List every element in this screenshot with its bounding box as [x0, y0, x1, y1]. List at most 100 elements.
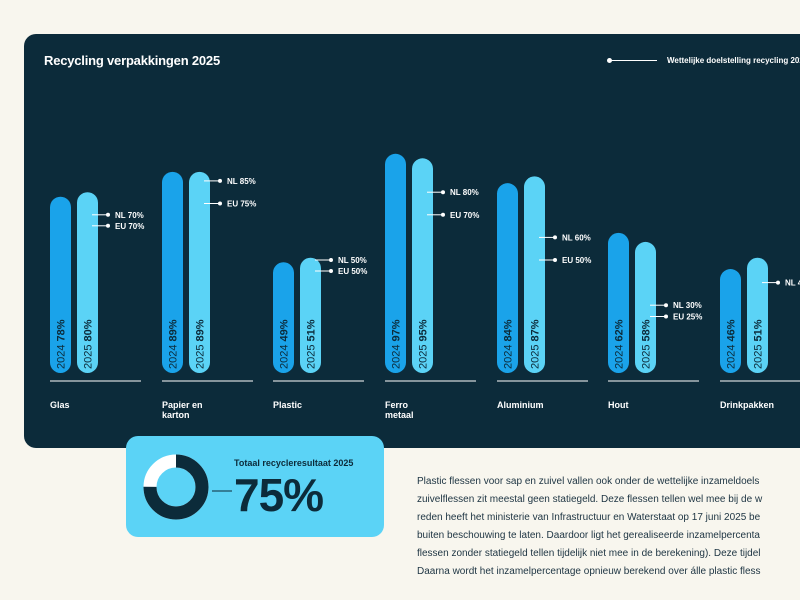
category-label-line: Glas	[50, 400, 70, 410]
bar-2025-5	[635, 241, 656, 373]
bar-2024-0	[50, 196, 71, 373]
bar-group-3: 2024 97% 2025 95% NL 80% EU 70% Ferro metaal	[385, 153, 479, 420]
total-label: Totaal recycleresultaat 2025	[234, 458, 354, 468]
bar-year-label: 2025	[306, 341, 318, 369]
body-text-line: Plastic flessen voor sap en zuivel valle…	[417, 476, 760, 487]
target-dot-nl-3	[441, 190, 445, 195]
bar-year-label: 2025	[195, 341, 207, 369]
bar-group-1: 2024 89%2025 89%NL 85%EU 75%Papier en kar…	[162, 171, 256, 420]
bar-chart: 2024 78% 2025 80% NL 70% EU 70% Glas 2024 89%…	[50, 153, 800, 420]
bar-label-2025-0: 2025 80%	[83, 319, 95, 369]
bar-2024-1	[162, 171, 183, 373]
bar-value-label: 49%	[279, 319, 291, 341]
target-label-nl-5: NL 30%	[673, 301, 702, 310]
category-label-line: Papier en	[162, 400, 203, 410]
category-label-line: karton	[162, 410, 190, 420]
bar-label-2024-3: 2024 97%	[391, 319, 403, 369]
bar-2025-4	[524, 176, 545, 373]
target-dot-nl-6	[776, 280, 780, 285]
target-label-nl-0: NL 70%	[115, 211, 144, 220]
target-dot-eu-1	[218, 201, 222, 206]
bar-label-2025-5: 2025 58%	[641, 319, 653, 369]
target-label-eu-0: EU 70%	[115, 222, 144, 231]
total-result-card: Totaal recycleresultaat 2025 75%	[126, 436, 384, 537]
target-label-eu-4: EU 50%	[562, 256, 591, 265]
body-text: Plastic flessen voor sap en zuivel valle…	[417, 473, 800, 600]
bar-2024-3	[385, 153, 406, 373]
target-dot-nl-2	[329, 258, 333, 262]
target-dot-nl-0	[106, 212, 110, 217]
category-label-line: Plastic	[273, 400, 302, 410]
bar-2024-2	[273, 262, 294, 373]
bar-label-2025-4: 2025 87%	[530, 319, 542, 369]
legend-label: Wettelijke doelstelling recycling 2025	[667, 55, 800, 65]
target-label-eu-1: EU 75%	[227, 200, 256, 209]
target-dot-eu-4	[553, 258, 557, 262]
bar-value-label: 95%	[418, 319, 430, 341]
category-label-4: Aluminium	[497, 400, 544, 410]
total-donut	[143, 454, 209, 520]
bar-value-label: 89%	[195, 319, 207, 341]
bar-year-label: 2024	[503, 341, 515, 369]
body-text-line: buiten beschouwing te laten. Daardoor li…	[417, 530, 760, 541]
bar-label-2024-0: 2024 78%	[56, 319, 68, 369]
target-dot-nl-5	[664, 303, 668, 308]
bar-2024-4	[497, 183, 518, 373]
category-label-line: Hout	[608, 400, 629, 410]
bar-label-2025-2: 2025 51%	[306, 319, 318, 369]
bar-2025-3	[412, 158, 433, 373]
category-label-line: metaal	[385, 410, 414, 420]
bar-value-label: 84%	[503, 319, 515, 341]
total-value: 75%	[234, 469, 324, 521]
body-text-line: reden heeft het ministerie van Infrastru…	[417, 512, 761, 523]
target-label-eu-2: EU 50%	[338, 267, 367, 276]
category-label-line: Drinkpakken	[720, 400, 774, 410]
bar-label-2025-3: 2025 95%	[418, 319, 430, 369]
bar-value-label: 51%	[753, 319, 765, 341]
donut-connector	[212, 490, 232, 492]
bar-value-label: 51%	[306, 319, 318, 341]
bar-year-label: 2024	[614, 341, 626, 369]
bar-group-2: 2024 49% 2025 51% NL 50% EU 50% Plastic	[273, 256, 367, 410]
category-label-2: Plastic	[273, 400, 302, 410]
bar-group-0: 2024 78% 2025 80% NL 70% EU 70% Glas	[50, 192, 144, 410]
bar-2024-5	[608, 232, 629, 373]
target-dot-nl-1	[218, 178, 222, 183]
bar-group-4: 2024 84% 2025 87% NL 60% EU 50% Aluminium	[497, 176, 591, 410]
target-label-eu-3: EU 70%	[450, 211, 479, 220]
bar-value-label: 78%	[56, 319, 68, 341]
bar-2025-1	[189, 171, 210, 373]
target-dot-nl-4	[553, 235, 557, 240]
bar-2025-2	[300, 257, 321, 373]
target-label-nl-1: NL 85%	[227, 177, 256, 186]
bar-2025-0	[77, 192, 98, 373]
body-text-line: zuivelflessen zit meestal geen statiegel…	[417, 494, 763, 505]
target-label-nl-3: NL 80%	[450, 188, 479, 197]
target-label-nl-2: NL 50%	[338, 256, 367, 265]
bar-label-2024-1: 2024 89%	[168, 319, 180, 369]
category-label-3: Ferro metaal	[385, 400, 414, 420]
bar-value-label: 89%	[168, 319, 180, 341]
bar-year-label: 2025	[418, 341, 430, 369]
target-dot-eu-5	[664, 314, 668, 319]
target-dot-eu-2	[329, 269, 333, 273]
bar-label-2024-6: 2024 46%	[726, 319, 738, 369]
body-text-line: flessen zonder statiegeld tellen tijdeli…	[417, 548, 761, 559]
category-label-line: Ferro	[385, 400, 409, 410]
body-text-line: Daarna wordt het inzamelpercentage opnie…	[417, 566, 761, 577]
bar-value-label: 58%	[641, 319, 653, 341]
bar-label-2024-2: 2024 49%	[279, 319, 291, 369]
legend-marker	[607, 57, 657, 63]
bar-value-label: 97%	[391, 319, 403, 341]
target-label-eu-5: EU 25%	[673, 313, 702, 322]
bar-year-label: 2025	[753, 341, 765, 369]
bar-year-label: 2024	[168, 341, 180, 369]
bar-2024-6	[720, 269, 741, 373]
bar-label-2024-4: 2024 84%	[503, 319, 515, 369]
bar-year-label: 2024	[391, 341, 403, 369]
category-label-line: Aluminium	[497, 400, 544, 410]
category-label-0: Glas	[50, 400, 70, 410]
target-label-nl-6: NL 40%	[785, 279, 800, 288]
bar-label-2024-5: 2024 62%	[614, 319, 626, 369]
target-dot-eu-0	[106, 223, 110, 228]
